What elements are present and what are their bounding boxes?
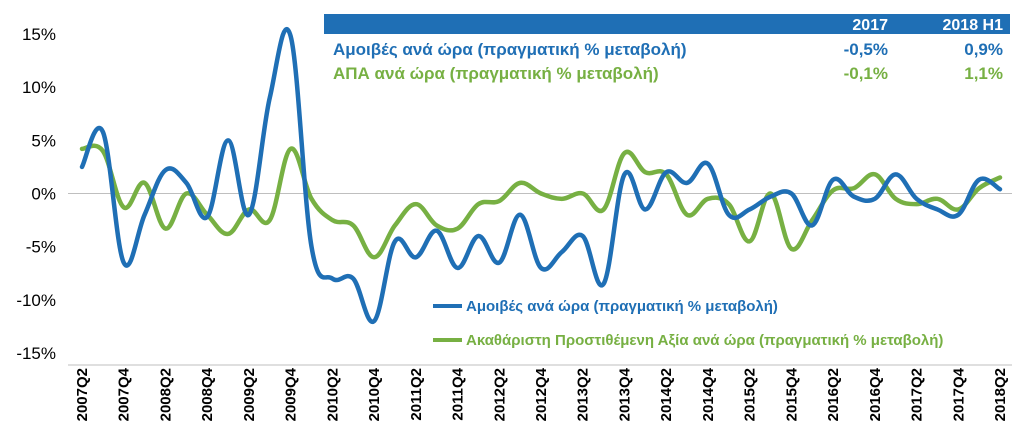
x-axis: 2007Q2 2007Q4 2008Q2 2008Q4 2009Q2 2009Q4 2010… — [68, 364, 1012, 421]
x-tick-label: 2007Q4 — [116, 367, 133, 421]
legend-label-wages: Αμοιβές ανά ώρα (πραγματική % μεταβολή) — [466, 298, 778, 315]
y-tick-label: -15% — [16, 344, 56, 363]
x-tick-label: 2012Q2 — [491, 368, 508, 421]
x-tick-label: 2015Q2 — [742, 368, 759, 421]
x-tick-label: 2008Q4 — [199, 367, 216, 421]
table-row-label-2: ΑΠΑ ανά ώρα (πραγματική % μεταβολή) — [333, 64, 659, 83]
x-tick-label: 2014Q2 — [658, 368, 675, 421]
table-row-v2-2: 1,1% — [964, 64, 1003, 83]
x-tick-label: 2016Q4 — [867, 367, 884, 421]
legend-label-gva: Ακαθάριστη Προστιθέμενη Αξία ανά ώρα (πρ… — [466, 332, 943, 349]
legend: Αμοιβές ανά ώρα (πραγματική % μεταβολή) … — [433, 298, 943, 349]
x-tick-label: 2017Q4 — [950, 367, 967, 421]
x-tick-label: 2013Q4 — [616, 367, 633, 421]
x-tick-label: 2008Q2 — [157, 368, 174, 421]
series-lines — [79, 26, 1003, 324]
x-tick-label: 2012Q4 — [533, 367, 550, 421]
table-row-v1-1: -0,5% — [844, 40, 888, 59]
x-tick-label: 2018Q2 — [992, 368, 1009, 421]
y-tick-label: 0% — [31, 185, 56, 204]
x-tick-label: 2010Q2 — [324, 368, 341, 421]
x-tick-label: 2017Q2 — [909, 368, 926, 421]
x-tick-label: 2014Q4 — [700, 367, 717, 421]
table-col-2018h1: 2018 H1 — [943, 17, 1004, 34]
y-tick-label: -5% — [26, 238, 56, 257]
x-tick-label: 2007Q2 — [74, 368, 91, 421]
summary-table: 2017 2018 H1 Αμοιβές ανά ώρα (πραγματική… — [324, 14, 1010, 83]
x-tick-label: 2016Q2 — [825, 368, 842, 421]
x-tick-label: 2009Q2 — [241, 368, 258, 421]
x-tick-label: 2013Q2 — [575, 368, 592, 421]
x-tick-label: 2010Q4 — [366, 367, 383, 421]
x-tick-label: 2009Q4 — [283, 367, 300, 421]
table-col-2017: 2017 — [852, 17, 888, 34]
y-axis: 15% 10% 5% 0% -5% -10% -15% — [16, 25, 1012, 363]
table-row-label-1: Αμοιβές ανά ώρα (πραγματική % μεταβολή) — [333, 40, 687, 59]
x-tick-label: 2011Q4 — [450, 367, 467, 420]
table-header-bar — [324, 14, 1010, 34]
series-line-wages — [79, 26, 1003, 324]
y-tick-label: -10% — [16, 291, 56, 310]
y-tick-label: 5% — [31, 131, 56, 150]
table-row-v1-2: -0,1% — [844, 64, 888, 83]
y-tick-label: 10% — [22, 78, 56, 97]
x-tick-label: 2015Q4 — [783, 367, 800, 421]
y-tick-label: 15% — [22, 25, 56, 44]
x-tick-label: 2011Q2 — [408, 368, 425, 421]
table-row-v2-1: 0,9% — [964, 40, 1003, 59]
